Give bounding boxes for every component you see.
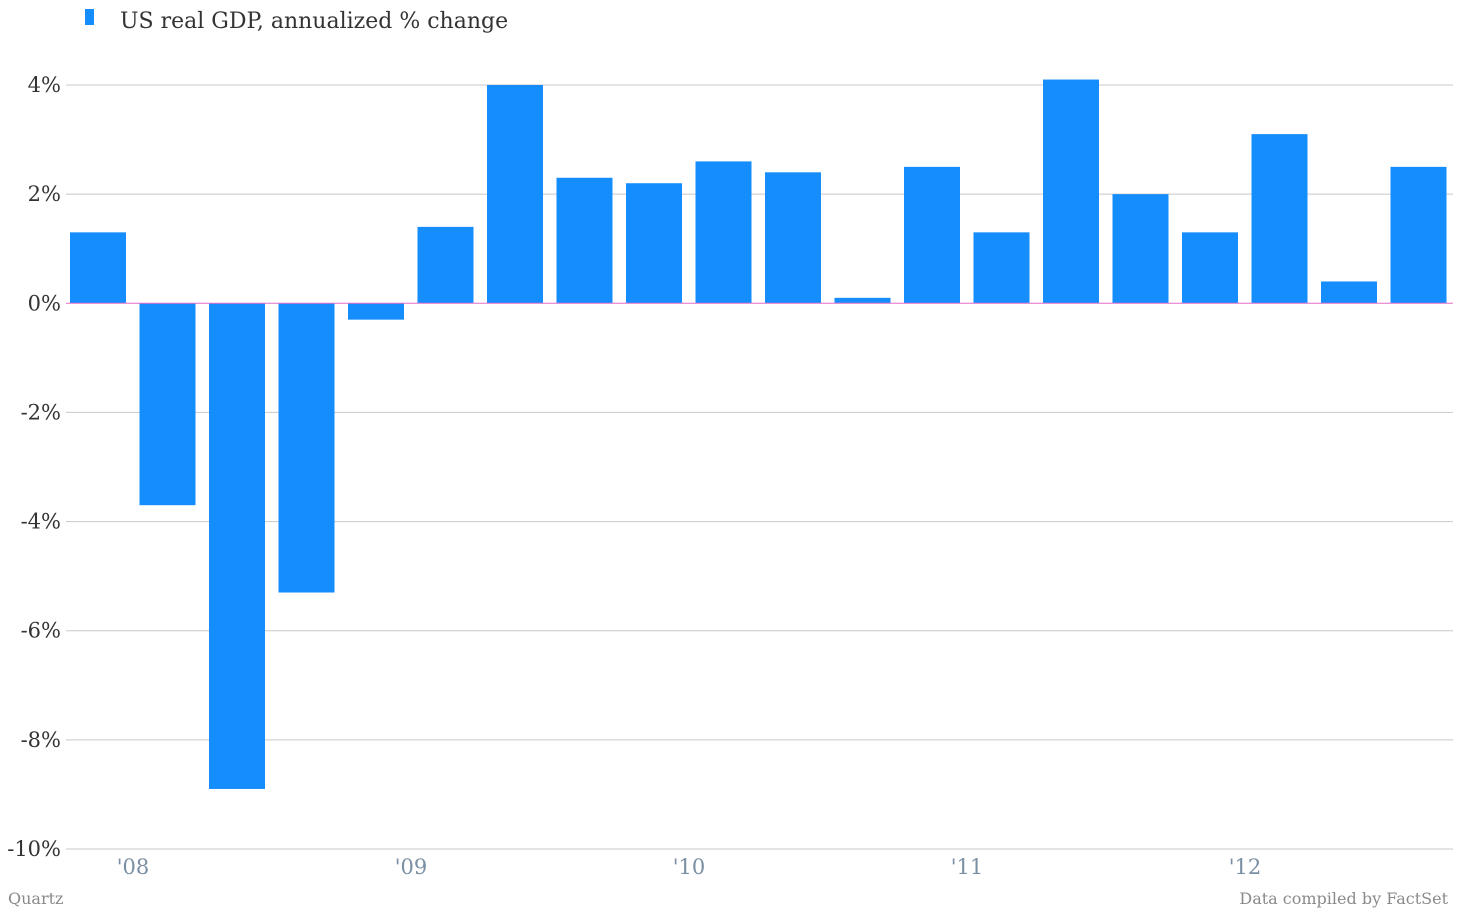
y-tick-label: 0% <box>28 291 61 315</box>
bar <box>139 303 196 506</box>
x-tick-label: '12 <box>1229 855 1262 879</box>
bar <box>1182 232 1238 304</box>
bar <box>626 183 682 304</box>
bar <box>1043 79 1099 304</box>
bar <box>348 303 404 320</box>
bar <box>556 177 613 304</box>
bar <box>209 303 265 789</box>
bar <box>487 85 543 304</box>
bar <box>1112 194 1169 304</box>
y-tick-label: -8% <box>21 728 61 752</box>
bar <box>904 166 960 304</box>
bar <box>695 161 752 304</box>
bar <box>765 172 821 304</box>
source-right: Data compiled by FactSet <box>1239 889 1448 908</box>
bar <box>278 303 335 593</box>
y-tick-label: -6% <box>21 619 61 643</box>
bar <box>417 226 474 304</box>
y-tick-label: 2% <box>28 182 61 206</box>
bar <box>1390 166 1447 304</box>
y-tick-label: -4% <box>21 510 61 534</box>
x-tick-label: '11 <box>951 855 984 879</box>
bar <box>973 232 1030 304</box>
source-left: Quartz <box>8 889 63 908</box>
x-tick-label: '10 <box>673 855 706 879</box>
bar <box>1321 281 1377 304</box>
y-tick-label: -10% <box>7 837 61 861</box>
legend-swatch <box>85 9 94 25</box>
bar <box>70 232 126 304</box>
y-axis-ticks: 4% 2% 0% -2% -4% -6% -8% -10% <box>7 73 61 861</box>
bar <box>834 297 891 304</box>
bar <box>1251 134 1308 304</box>
y-tick-label: 4% <box>28 73 61 97</box>
grid-lines <box>66 84 1453 850</box>
legend: US real GDP, annualized % change <box>85 9 508 34</box>
x-tick-label: '09 <box>395 855 428 879</box>
x-tick-label: '08 <box>117 855 150 879</box>
bars <box>70 79 1447 789</box>
y-tick-label: -2% <box>21 400 61 424</box>
legend-label: US real GDP, annualized % change <box>120 9 508 34</box>
x-axis-ticks: '08 '09 '10 '11 '12 <box>117 855 1262 879</box>
